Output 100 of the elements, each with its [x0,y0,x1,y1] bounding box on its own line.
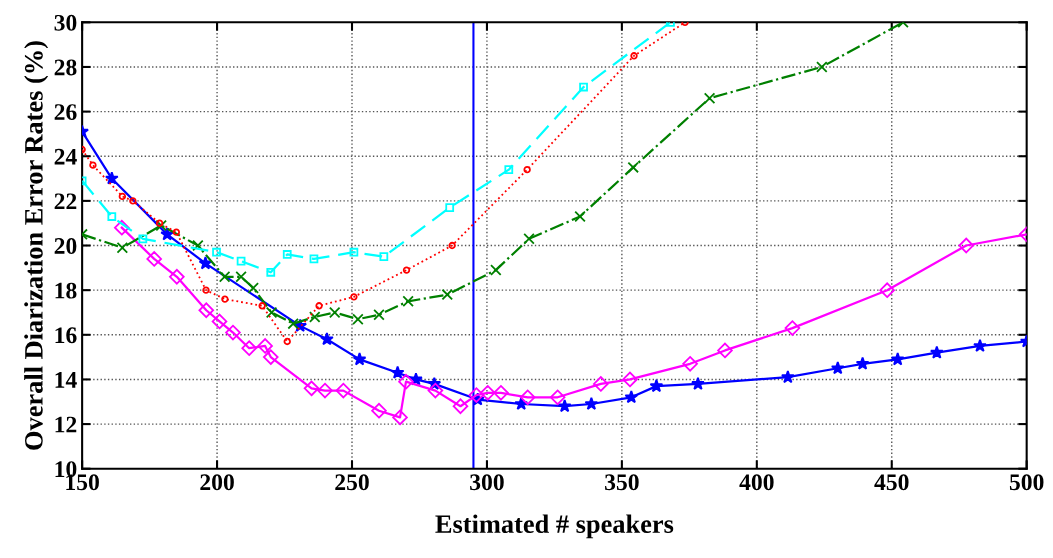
y-tick-label: 26 [54,104,77,121]
x-tick-label: 400 [739,474,774,491]
point [172,228,181,236]
point [402,295,414,308]
x-tick-label: 250 [335,474,369,491]
point [373,308,385,321]
point [816,61,828,73]
x-tick-label: 200 [200,474,234,491]
point [780,370,795,384]
point [236,256,246,266]
point [266,267,276,277]
point [441,288,454,301]
x-tick-label: 300 [470,474,504,491]
point [198,302,215,319]
point [241,340,257,356]
point [973,338,987,352]
point [371,402,387,419]
point [584,396,599,410]
point [257,338,273,354]
point [879,282,895,298]
point [557,399,572,413]
point [627,161,639,174]
point [622,371,638,388]
point [519,389,536,406]
point [287,317,299,330]
point [303,380,320,397]
point [247,282,259,294]
point [493,385,509,401]
point [390,365,405,379]
x-tick-label: 350 [605,474,639,491]
point [211,313,228,330]
point [328,306,341,319]
y-tick-label: 20 [54,238,77,254]
x-tick-label: 500 [1009,474,1044,491]
x-tick-label: 450 [874,474,909,491]
point [202,286,210,294]
point [504,165,514,175]
point [104,171,119,185]
point [682,356,698,372]
point [549,389,566,406]
point [155,219,167,232]
point [958,237,975,254]
point [349,247,359,257]
point [452,398,469,415]
point [929,345,944,359]
point [118,192,127,201]
point [630,52,638,60]
point [320,332,334,346]
y-tick-label: 28 [54,59,77,76]
point [523,233,535,245]
point [155,219,164,227]
point [283,337,291,346]
point [890,352,905,366]
point [398,373,414,390]
point [317,382,333,399]
point [855,356,870,370]
point [703,92,716,104]
point [114,219,130,236]
point [221,295,229,303]
point [129,197,137,205]
point [212,247,221,257]
y-tick-label: 22 [54,193,77,210]
point [479,385,496,401]
point [717,342,733,359]
point [579,82,588,92]
point [649,378,664,393]
point [265,306,278,319]
point [352,313,364,325]
point [282,250,292,259]
y-tick-label: 30 [54,14,77,31]
point [379,252,389,262]
point [235,271,247,283]
point [138,234,148,244]
point [225,324,241,341]
point [169,268,185,285]
point [192,239,204,252]
point [309,254,319,264]
point [427,382,444,399]
point [89,161,97,169]
y-tick-label: 12 [55,416,77,433]
point [116,241,129,254]
point [574,210,586,223]
y-tick-label: 16 [55,327,77,344]
y-axis-title: Overall Diarization Error Rates (%) [24,41,49,450]
point [258,302,266,310]
point [315,302,323,310]
point [262,349,279,365]
point [107,212,117,221]
y-tick-label: 14 [55,372,77,388]
point [448,241,456,250]
point [146,251,162,267]
point [523,165,531,174]
point [691,376,705,390]
point [468,387,485,403]
point [392,409,408,426]
point [445,203,455,212]
point [352,352,367,366]
y-tick-label: 24 [54,148,77,165]
y-tick-label: 18 [55,282,77,299]
point [335,382,352,399]
